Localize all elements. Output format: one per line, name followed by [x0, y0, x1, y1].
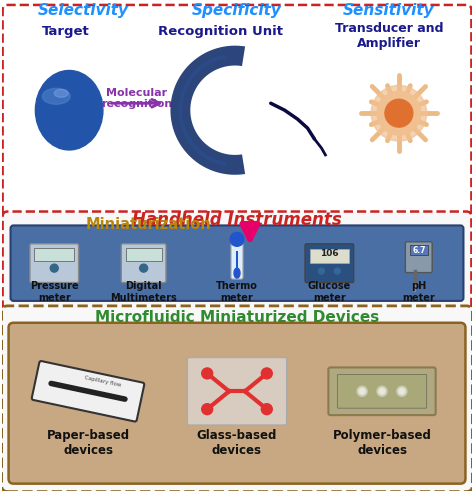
Text: Glass-based
devices: Glass-based devices — [197, 429, 277, 457]
FancyBboxPatch shape — [9, 323, 465, 484]
Text: Glucose
meter: Glucose meter — [308, 281, 351, 303]
Circle shape — [202, 368, 213, 379]
FancyBboxPatch shape — [35, 248, 74, 261]
Circle shape — [377, 386, 387, 396]
FancyBboxPatch shape — [126, 248, 162, 261]
Text: pH
meter: pH meter — [402, 281, 435, 303]
Text: 6.7: 6.7 — [412, 246, 426, 255]
Ellipse shape — [234, 268, 240, 278]
Circle shape — [50, 264, 58, 272]
Circle shape — [397, 386, 407, 396]
Text: Polymer-based
devices: Polymer-based devices — [333, 429, 431, 457]
Circle shape — [140, 264, 147, 272]
FancyBboxPatch shape — [310, 249, 349, 263]
Text: Sensitivity: Sensitivity — [343, 3, 435, 18]
Polygon shape — [178, 54, 227, 166]
Text: Paper-based
devices: Paper-based devices — [46, 429, 129, 457]
Circle shape — [319, 268, 324, 274]
Circle shape — [377, 92, 421, 135]
FancyBboxPatch shape — [187, 358, 287, 425]
FancyBboxPatch shape — [121, 244, 166, 282]
Text: Digital
Multimeters: Digital Multimeters — [110, 281, 177, 303]
Circle shape — [230, 232, 244, 246]
Ellipse shape — [36, 70, 103, 150]
Text: 106: 106 — [320, 249, 339, 258]
Text: Microfluidic Miniaturized Devices: Microfluidic Miniaturized Devices — [95, 310, 379, 325]
Circle shape — [357, 386, 367, 396]
Circle shape — [379, 388, 385, 394]
Text: Pressure
meter: Pressure meter — [30, 281, 79, 303]
Text: Handheld Instruments: Handheld Instruments — [132, 212, 342, 229]
FancyBboxPatch shape — [2, 212, 472, 309]
FancyBboxPatch shape — [32, 361, 144, 422]
Text: Specificity: Specificity — [192, 3, 282, 18]
FancyBboxPatch shape — [337, 374, 427, 408]
Circle shape — [399, 388, 405, 394]
Polygon shape — [171, 46, 245, 175]
Circle shape — [261, 404, 272, 415]
Text: recognition: recognition — [101, 99, 173, 109]
Text: Selectivity: Selectivity — [37, 3, 128, 18]
Ellipse shape — [54, 90, 68, 97]
Text: Capillary flow: Capillary flow — [84, 375, 122, 388]
Text: Molecular: Molecular — [106, 89, 167, 98]
Text: Recognition Unit: Recognition Unit — [158, 25, 283, 38]
Circle shape — [385, 99, 413, 127]
Circle shape — [359, 388, 365, 394]
FancyBboxPatch shape — [10, 225, 464, 301]
Ellipse shape — [42, 89, 70, 104]
FancyBboxPatch shape — [2, 5, 472, 215]
FancyBboxPatch shape — [236, 251, 238, 273]
FancyBboxPatch shape — [231, 239, 243, 279]
Text: Thermo
meter: Thermo meter — [216, 281, 258, 303]
FancyBboxPatch shape — [305, 244, 354, 282]
Text: Target: Target — [42, 25, 90, 38]
FancyBboxPatch shape — [328, 368, 436, 415]
Circle shape — [371, 86, 427, 141]
FancyBboxPatch shape — [405, 242, 432, 273]
Text: Miniaturization: Miniaturization — [86, 217, 211, 232]
Circle shape — [334, 268, 340, 274]
FancyBboxPatch shape — [30, 244, 79, 282]
FancyBboxPatch shape — [410, 246, 428, 255]
Circle shape — [202, 404, 213, 415]
FancyBboxPatch shape — [1, 306, 473, 492]
Circle shape — [261, 368, 272, 379]
Text: Transducer and
Amplifier: Transducer and Amplifier — [335, 22, 443, 50]
